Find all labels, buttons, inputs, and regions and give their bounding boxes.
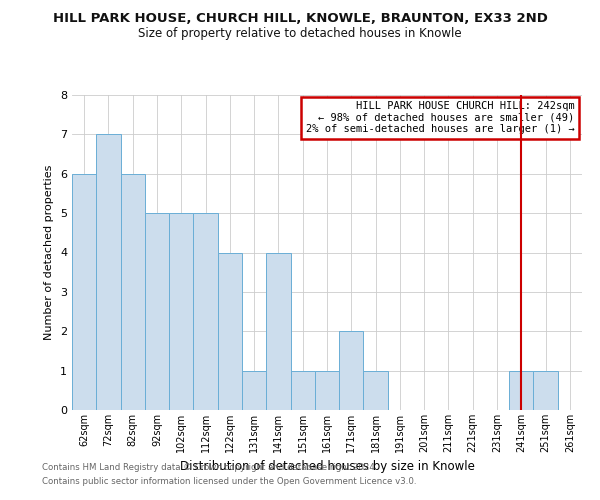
Bar (242, 370, 266, 410)
Bar (533, 370, 558, 410)
Bar (193, 213, 218, 410)
Bar (509, 370, 533, 410)
Bar (339, 331, 364, 410)
Text: Size of property relative to detached houses in Knowle: Size of property relative to detached ho… (138, 28, 462, 40)
Bar (169, 213, 193, 410)
Bar (72, 174, 96, 410)
Text: HILL PARK HOUSE, CHURCH HILL, KNOWLE, BRAUNTON, EX33 2ND: HILL PARK HOUSE, CHURCH HILL, KNOWLE, BR… (53, 12, 547, 26)
Bar (145, 213, 169, 410)
Y-axis label: Number of detached properties: Number of detached properties (44, 165, 55, 340)
Bar (290, 370, 315, 410)
Text: HILL PARK HOUSE CHURCH HILL: 242sqm
← 98% of detached houses are smaller (49)
2%: HILL PARK HOUSE CHURCH HILL: 242sqm ← 98… (305, 102, 574, 134)
Bar (218, 252, 242, 410)
Bar (266, 252, 290, 410)
Bar (315, 370, 339, 410)
Bar (96, 134, 121, 410)
Text: Contains public sector information licensed under the Open Government Licence v3: Contains public sector information licen… (42, 477, 416, 486)
Bar (364, 370, 388, 410)
X-axis label: Distribution of detached houses by size in Knowle: Distribution of detached houses by size … (179, 460, 475, 473)
Text: Contains HM Land Registry data © Crown copyright and database right 2024.: Contains HM Land Registry data © Crown c… (42, 464, 377, 472)
Bar (121, 174, 145, 410)
